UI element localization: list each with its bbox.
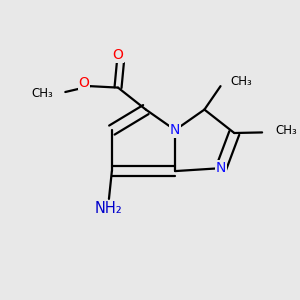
Text: CH₃: CH₃	[230, 75, 252, 88]
Text: CH₃: CH₃	[275, 124, 297, 136]
Text: CH₃: CH₃	[32, 87, 54, 100]
Text: NH₂: NH₂	[95, 201, 123, 216]
Text: O: O	[78, 76, 89, 90]
Text: O: O	[112, 48, 124, 62]
Text: N: N	[170, 123, 180, 137]
Text: N: N	[216, 161, 226, 175]
